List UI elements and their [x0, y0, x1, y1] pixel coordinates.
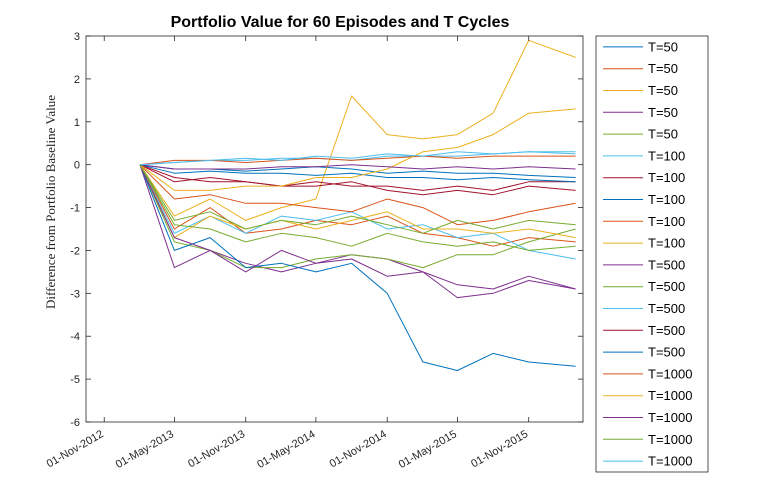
legend-label: T=500 [648, 257, 685, 272]
y-tick-label: -5 [70, 374, 80, 386]
legend-entry-20: T=1000 [603, 454, 692, 469]
series-line-3 [139, 39, 576, 221]
legend-entry-5: T=50 [603, 127, 678, 142]
legend-entry-12: T=500 [603, 279, 685, 294]
legend-label: T=500 [648, 323, 685, 338]
legend-label: T=1000 [648, 410, 692, 425]
legend-label: T=1000 [648, 388, 692, 403]
series-line-11 [139, 164, 576, 299]
legend-label: T=50 [648, 83, 678, 98]
y-axis-ticks: -6 -5 -4 -3 -2 -1 0 1 2 3 [70, 31, 583, 429]
legend-label: T=500 [648, 345, 685, 360]
y-tick-label: -2 [70, 245, 80, 257]
legend-entry-10: T=100 [603, 236, 685, 251]
series-line-17 [139, 108, 576, 191]
legend-entry-3: T=50 [603, 83, 678, 98]
legend-box [595, 35, 709, 473]
legend-entry-11: T=500 [603, 257, 685, 272]
y-tick-label: -6 [70, 417, 80, 429]
legend-label: T=500 [648, 301, 685, 316]
chart-title: Portfolio Value for 60 Episodes and T Cy… [171, 14, 510, 31]
y-tick-label: -3 [70, 288, 80, 300]
y-tick-label: -1 [70, 203, 80, 215]
y-axis-label: Difference from Portfolio Baseline Value [43, 95, 58, 309]
legend-entry-18: T=1000 [603, 410, 692, 425]
legend-label: T=100 [648, 192, 685, 207]
legend-entry-19: T=1000 [603, 432, 692, 447]
series-line-19 [139, 164, 576, 251]
series-line-9 [139, 164, 576, 226]
legend-label: T=100 [648, 170, 685, 185]
legend-label: T=50 [648, 105, 678, 120]
y-tick-label: 2 [74, 74, 80, 86]
legend-entry-8: T=100 [603, 192, 685, 207]
legend-label: T=100 [648, 148, 685, 163]
legend-label: T=100 [648, 236, 685, 251]
y-tick-label: 0 [74, 160, 80, 172]
legend-entry-7: T=100 [603, 170, 685, 185]
series-line-2 [139, 164, 576, 247]
y-tick-label: -4 [70, 331, 80, 343]
legend-label: T=50 [648, 61, 678, 76]
legend-label: T=500 [648, 279, 685, 294]
legend-entry-15: T=500 [603, 345, 685, 360]
series-layer [139, 39, 576, 371]
series-line-12 [139, 164, 576, 234]
legend-label: T=1000 [648, 454, 692, 469]
legend-entry-16: T=1000 [603, 366, 692, 381]
y-tick-label: 3 [74, 31, 80, 43]
series-line-20 [139, 151, 576, 166]
legend-entry-17: T=1000 [603, 388, 692, 403]
y-tick-label: 1 [74, 117, 80, 129]
series-line-8 [139, 164, 576, 371]
legend-label: T=50 [648, 127, 678, 142]
legend-entry-6: T=100 [603, 148, 685, 163]
legend-label: T=50 [648, 39, 678, 54]
legend-entry-9: T=100 [603, 214, 685, 229]
plot-area-frame [85, 35, 584, 423]
series-line-10 [139, 164, 576, 239]
legend-entry-1: T=50 [603, 39, 678, 54]
series-line-18 [139, 164, 576, 170]
series-line-15 [139, 164, 576, 183]
legend-entry-14: T=500 [603, 323, 685, 338]
series-line-7 [139, 164, 576, 191]
series-line-14 [139, 164, 576, 196]
legend-label: T=1000 [648, 366, 692, 381]
legend-label: T=1000 [648, 432, 692, 447]
legend: T=50 T=50 T=50 T=50 T=50 T=100 T=100 T=100 T=100… [595, 35, 709, 473]
legend-entry-2: T=50 [603, 61, 678, 76]
legend-entry-4: T=50 [603, 105, 678, 120]
legend-label: T=100 [648, 214, 685, 229]
legend-entry-13: T=500 [603, 301, 685, 316]
